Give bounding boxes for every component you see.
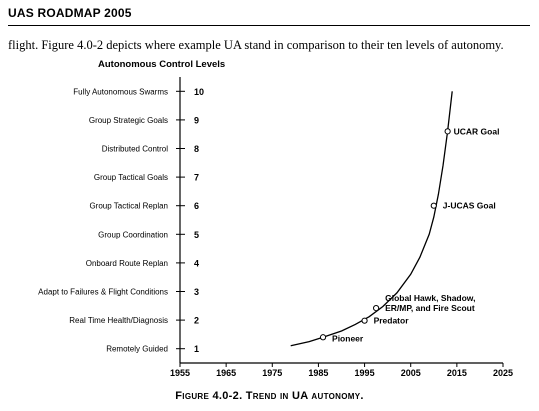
y-level-number-5: 5 — [194, 230, 199, 240]
y-level-number-10: 10 — [194, 87, 204, 97]
data-point-3 — [430, 202, 437, 209]
y-level-number-4: 4 — [194, 258, 199, 268]
y-level-label-1: Remotely Guided — [106, 345, 168, 354]
y-level-number-8: 8 — [194, 144, 199, 154]
x-tick-label-1975: 1975 — [262, 368, 282, 378]
body-paragraph: flight. Figure 4.0-2 depicts where examp… — [8, 38, 504, 52]
data-point-4 — [444, 128, 451, 135]
y-level-label-10: Fully Autonomous Swarms — [73, 87, 168, 96]
y-level-number-3: 3 — [194, 287, 199, 297]
y-level-label-6: Group Tactical Replan — [89, 202, 168, 211]
chart-title: Autonomous Control Levels — [98, 59, 226, 70]
data-point-label-3: J-UCAS Goal — [443, 201, 496, 211]
y-level-number-9: 9 — [194, 115, 199, 125]
data-point-label-2-line2: ER/MP, and Fire Scout — [385, 303, 475, 313]
x-tick-label-1955: 1955 — [170, 368, 190, 378]
y-level-label-5: Group Coordination — [98, 230, 168, 239]
data-point-label-0: Pioneer — [332, 333, 364, 343]
y-level-number-1: 1 — [194, 344, 199, 354]
data-point-2 — [373, 304, 380, 312]
data-point-0 — [319, 334, 327, 341]
x-tick-label-2015: 2015 — [447, 368, 467, 378]
y-level-label-7: Group Tactical Goals — [94, 173, 168, 182]
data-point-1 — [361, 317, 368, 324]
trend-curve — [290, 91, 453, 347]
data-point-label-1: Predator — [374, 316, 410, 326]
y-level-label-3: Adapt to Failures & Flight Conditions — [38, 288, 168, 297]
x-tick-label-1985: 1985 — [308, 368, 328, 378]
x-tick-label-1995: 1995 — [355, 368, 375, 378]
data-point-label-2: Global Hawk, Shadow, — [385, 293, 475, 303]
y-level-label-9: Group Strategic Goals — [89, 116, 168, 125]
x-tick-label-2005: 2005 — [401, 368, 421, 378]
running-header: UAS ROADMAP 2005 — [8, 6, 132, 20]
y-level-number-2: 2 — [194, 316, 199, 326]
y-level-label-4: Onboard Route Replan — [86, 259, 168, 268]
figure-caption: Figure 4.0-2. Trend in UA autonomy. — [175, 390, 364, 402]
y-level-label-2: Real Time Health/Diagnosis — [69, 316, 168, 325]
header-rule — [8, 25, 530, 26]
x-tick-label-2025: 2025 — [493, 368, 513, 378]
data-point-label-4: UCAR Goal — [454, 126, 500, 136]
y-level-number-6: 6 — [194, 201, 199, 211]
y-level-label-8: Distributed Control — [102, 145, 168, 154]
x-tick-label-1965: 1965 — [216, 368, 236, 378]
y-level-number-7: 7 — [194, 173, 199, 183]
